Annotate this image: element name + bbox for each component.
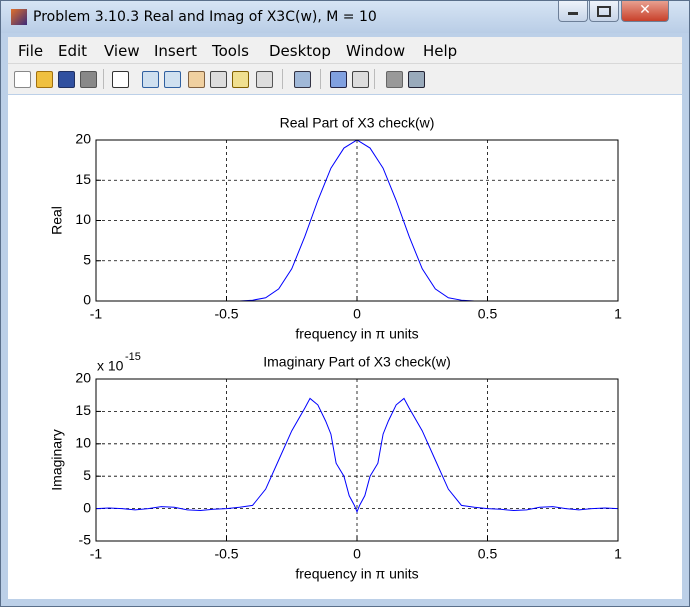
toolbar-button[interactable] xyxy=(142,71,159,88)
toolbar-button[interactable] xyxy=(386,71,403,88)
toolbar-button[interactable] xyxy=(294,71,311,88)
y-tick-label: 5 xyxy=(83,251,91,267)
toolbar-button[interactable] xyxy=(188,71,205,88)
y-tick-label: 15 xyxy=(75,171,91,187)
x-tick-label: -1 xyxy=(90,306,103,322)
x-tick-label: -0.5 xyxy=(214,546,238,562)
y-tick-label: 0 xyxy=(83,499,91,515)
y-tick-label: 10 xyxy=(75,211,91,227)
toolbar-button[interactable] xyxy=(256,71,273,88)
menu-item[interactable]: Help xyxy=(423,42,458,60)
toolbar-button[interactable] xyxy=(352,71,369,88)
menu-item[interactable]: Desktop xyxy=(269,42,331,60)
x-tick-label: 1 xyxy=(614,546,622,562)
y-axis-label: Imaginary xyxy=(49,429,65,490)
data-line xyxy=(95,397,619,514)
toolbar-separator xyxy=(320,69,321,89)
toolbar-separator xyxy=(374,69,375,89)
window-title: Problem 3.10.3 Real and Imag of X3C(w), … xyxy=(33,9,377,25)
axes-box xyxy=(95,139,619,302)
toolbar-button[interactable] xyxy=(80,71,97,88)
app-icon xyxy=(11,9,27,25)
toolbar-button[interactable] xyxy=(164,71,181,88)
minimize-button[interactable] xyxy=(558,1,588,22)
toolbar-button[interactable] xyxy=(36,71,53,88)
chart-title: Imaginary Part of X3 check(w) xyxy=(263,354,451,370)
x-tick-label: 0 xyxy=(353,546,361,562)
axes-box xyxy=(95,378,619,542)
y-tick-label: 20 xyxy=(75,370,91,386)
y-tick-label: 10 xyxy=(75,435,91,451)
toolbar-button[interactable] xyxy=(58,71,75,88)
menu-item[interactable]: Edit xyxy=(58,42,88,60)
menu-item[interactable]: View xyxy=(104,42,140,60)
toolbar-button[interactable] xyxy=(330,71,347,88)
menu-bar: File Edit View Insert Tools Desktop Window Help xyxy=(8,37,682,64)
menu-item[interactable]: Window xyxy=(346,42,406,60)
toolbar-button[interactable] xyxy=(112,71,129,88)
toolbar xyxy=(8,64,682,94)
toolbar-button[interactable] xyxy=(232,71,249,88)
y-axis-label: Real xyxy=(49,206,65,235)
toolbar-button[interactable] xyxy=(14,71,31,88)
y-tick-label: -5 xyxy=(79,532,92,548)
title-bar: Problem 3.10.3 Real and Imag of X3C(w), … xyxy=(1,1,689,33)
x-tick-label: 1 xyxy=(614,306,622,322)
toolbar-separator xyxy=(103,69,104,89)
y-tick-label: 20 xyxy=(75,131,91,147)
toolbar-separator xyxy=(282,69,283,89)
close-button[interactable]: ✕ xyxy=(621,1,669,22)
menu-item[interactable]: Insert xyxy=(154,42,198,60)
y-tick-label: 0 xyxy=(83,292,91,308)
toolbar-button[interactable] xyxy=(210,71,227,88)
toolbar-button[interactable] xyxy=(408,71,425,88)
y-tick-label: 5 xyxy=(83,467,91,483)
y-exponent: -15 xyxy=(125,351,141,363)
x-axis-label: frequency in π units xyxy=(295,566,418,582)
maximize-button[interactable] xyxy=(589,1,619,22)
figure: -1 -0.5 0 0.5 1 0 5 10 15 20 Real Part of X3 check… xyxy=(8,95,682,599)
x-tick-label: 0 xyxy=(353,306,361,322)
menu-item[interactable]: File xyxy=(18,42,44,60)
menu-item[interactable]: Tools xyxy=(212,42,249,60)
y-multiplier: x 10 xyxy=(97,358,124,374)
x-tick-label: -1 xyxy=(90,546,103,562)
y-tick-label: 15 xyxy=(75,402,91,418)
chart-title: Real Part of X3 check(w) xyxy=(280,115,435,131)
x-axis-label: frequency in π units xyxy=(295,326,418,342)
x-tick-label: 0.5 xyxy=(478,546,498,562)
x-tick-label: 0.5 xyxy=(478,306,498,322)
x-tick-label: -0.5 xyxy=(214,306,238,322)
